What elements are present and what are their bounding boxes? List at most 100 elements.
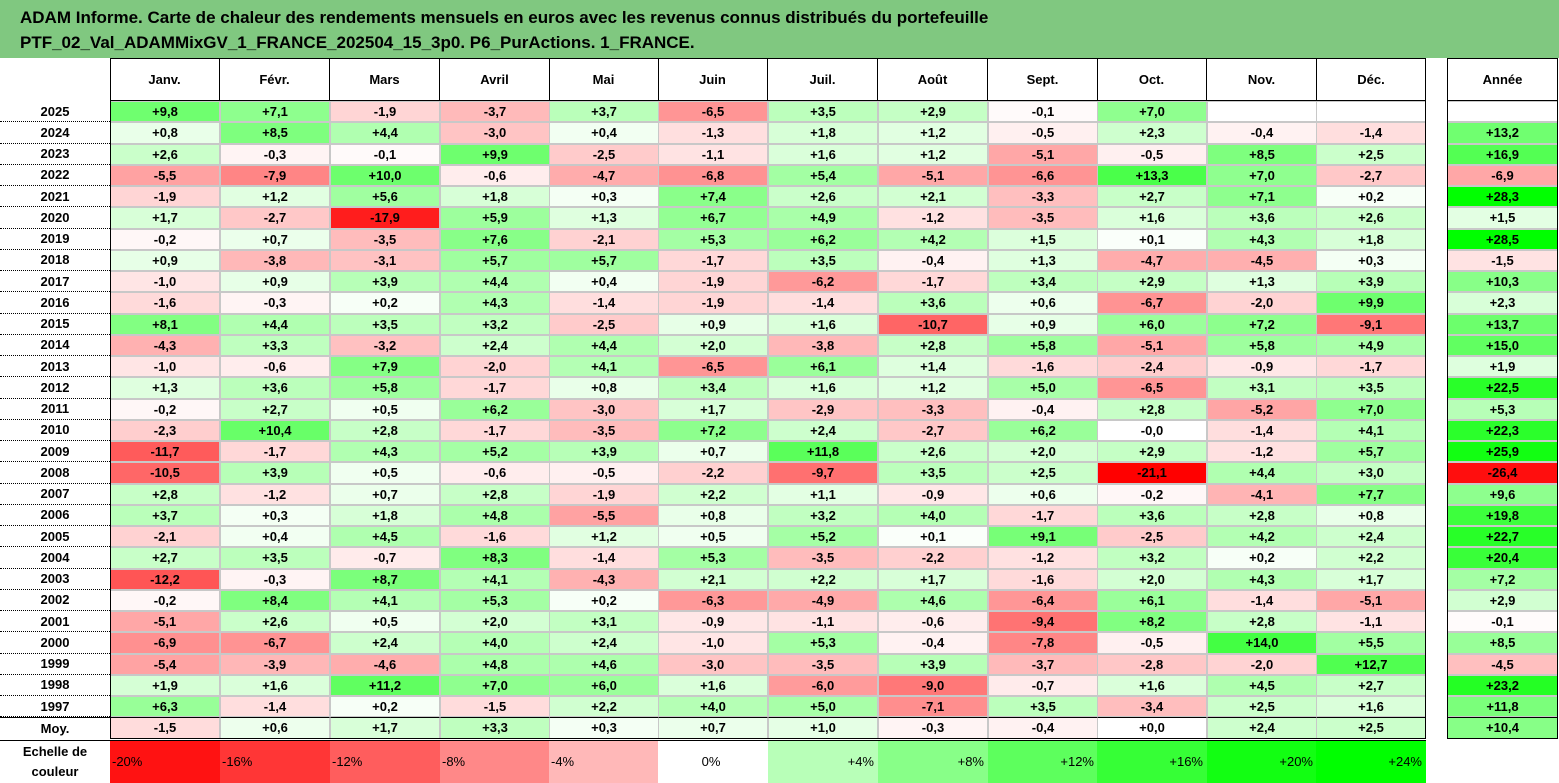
cell-2014-10: -5,1: [1097, 334, 1207, 356]
year-label-2021: 2021: [0, 186, 110, 208]
cell-2009-12: +5,7: [1316, 441, 1426, 463]
cell-2012-5: +0,8: [549, 377, 659, 399]
cell-2018-5: +5,7: [549, 249, 659, 271]
cell-2023-1: +2,6: [110, 143, 220, 165]
cell-2004-7: -3,5: [768, 547, 878, 569]
cell-2021-2: +1,2: [220, 186, 330, 208]
cell-2012-6: +3,4: [658, 377, 768, 399]
cell-1997-12: +1,6: [1316, 696, 1426, 718]
cell-2022-7: +5,4: [768, 164, 878, 186]
cell-2016-7: -1,4: [768, 292, 878, 314]
cell-2009-4: +5,2: [440, 441, 550, 463]
cell-2017-10: +2,9: [1097, 271, 1207, 293]
cell-2017-12: +3,9: [1316, 271, 1426, 293]
cell-2021-3: +5,6: [330, 186, 440, 208]
cell-2025-7: +3,5: [768, 101, 878, 123]
cell-2005-12: +2,4: [1316, 526, 1426, 548]
cell-2018-4: +5,7: [440, 249, 550, 271]
cell-2020-5: +1,3: [549, 207, 659, 229]
cell-2018-10: -4,7: [1097, 249, 1207, 271]
average-cell-4: +3,3: [440, 717, 550, 739]
cell-2003-9: -1,6: [988, 568, 1098, 590]
year-label-2012: 2012: [0, 377, 110, 399]
cell-2005-4: -1,6: [440, 526, 550, 548]
cell-2021-10: +2,7: [1097, 186, 1207, 208]
cell-2003-8: +1,7: [878, 568, 988, 590]
cell-2011-10: +2,8: [1097, 398, 1207, 420]
cell-2023-4: +9,9: [440, 143, 550, 165]
cell-2001-4: +2,0: [440, 611, 550, 633]
title-line-1: ADAM Informe. Carte de chaleur des rende…: [20, 8, 989, 27]
cell-2002-4: +5,3: [440, 589, 550, 611]
cell-2016-8: +3,6: [878, 292, 988, 314]
cell-2002-3: +4,1: [330, 589, 440, 611]
cell-2023-2: -0,3: [220, 143, 330, 165]
cell-1997-2: -1,4: [220, 696, 330, 718]
cell-2023-6: -1,1: [658, 143, 768, 165]
cell-2001-3: +0,5: [330, 611, 440, 633]
cell-2004-6: +5,3: [658, 547, 768, 569]
cell-2024-9: -0,5: [988, 122, 1098, 144]
cell-2015-7: +1,6: [768, 313, 878, 335]
cell-2014-6: +2,0: [658, 334, 768, 356]
cell-1998-11: +4,5: [1207, 674, 1317, 696]
cell-1997-8: -7,1: [878, 696, 988, 718]
cell-2003-3: +8,7: [330, 568, 440, 590]
month-header-9: Sept.: [988, 58, 1098, 101]
cell-2001-8: -0,6: [878, 611, 988, 633]
cell-2011-8: -3,3: [878, 398, 988, 420]
cell-1998-8: -9,0: [878, 674, 988, 696]
year-label-2001: 2001: [0, 611, 110, 633]
cell-2001-7: -1,1: [768, 611, 878, 633]
cell-1998-7: -6,0: [768, 674, 878, 696]
cell-2006-11: +2,8: [1207, 504, 1317, 526]
annual-cell-2010: +22,3: [1447, 419, 1558, 441]
cell-2022-4: -0,6: [440, 164, 550, 186]
cell-1999-9: -3,7: [988, 653, 1098, 675]
cell-2016-10: -6,7: [1097, 292, 1207, 314]
year-label-2011: 2011: [0, 399, 110, 420]
cell-2014-7: -3,8: [768, 334, 878, 356]
cell-2017-9: +3,4: [988, 271, 1098, 293]
cell-2020-3: -17,9: [330, 207, 440, 229]
cell-2015-3: +3,5: [330, 313, 440, 335]
cell-2025-9: -0,1: [988, 101, 1098, 123]
cell-2011-9: -0,4: [988, 398, 1098, 420]
cell-2022-3: +10,0: [330, 164, 440, 186]
cell-2024-10: +2,3: [1097, 122, 1207, 144]
cell-2020-8: -1,2: [878, 207, 988, 229]
cell-2000-4: +4,0: [440, 632, 550, 654]
color-scale-label-line-2: couleur: [31, 763, 79, 779]
cell-2021-11: +7,1: [1207, 186, 1317, 208]
average-cell-9: -0,4: [988, 717, 1098, 739]
cell-2000-2: -6,7: [220, 632, 330, 654]
year-label-2008: 2008: [0, 462, 110, 484]
cell-2016-4: +4,3: [440, 292, 550, 314]
cell-2005-5: +1,2: [549, 526, 659, 548]
color-scale-swatch-8: +8%: [878, 739, 988, 783]
year-label-2009: 2009: [0, 441, 110, 463]
cell-2015-1: +8,1: [110, 313, 220, 335]
cell-2021-5: +0,3: [549, 186, 659, 208]
cell-1998-4: +7,0: [440, 674, 550, 696]
cell-2010-11: -1,4: [1207, 419, 1317, 441]
cell-2002-10: +6,1: [1097, 589, 1207, 611]
cell-2007-5: -1,9: [549, 483, 659, 505]
cell-1999-6: -3,0: [658, 653, 768, 675]
title-banner: ADAM Informe. Carte de chaleur des rende…: [0, 0, 1559, 58]
title-line-2: PTF_02_Val_ADAMMixGV_1_FRANCE_202504_15_…: [20, 33, 695, 52]
annual-frame: [1447, 58, 1558, 739]
cell-2023-3: -0,1: [330, 143, 440, 165]
month-header-6: Juin: [658, 58, 768, 101]
cell-2007-1: +2,8: [110, 483, 220, 505]
cell-2023-8: +1,2: [878, 143, 988, 165]
year-label-2024: 2024: [0, 122, 110, 144]
cell-1999-12: +12,7: [1316, 653, 1426, 675]
cell-2010-6: +7,2: [658, 419, 768, 441]
cell-2024-11: -0,4: [1207, 122, 1317, 144]
annual-cell-2000: +8,5: [1447, 632, 1558, 654]
average-cell-10: +0,0: [1097, 717, 1207, 739]
cell-2006-7: +3,2: [768, 504, 878, 526]
cell-2022-1: -5,5: [110, 164, 220, 186]
cell-2018-9: +1,3: [988, 249, 1098, 271]
